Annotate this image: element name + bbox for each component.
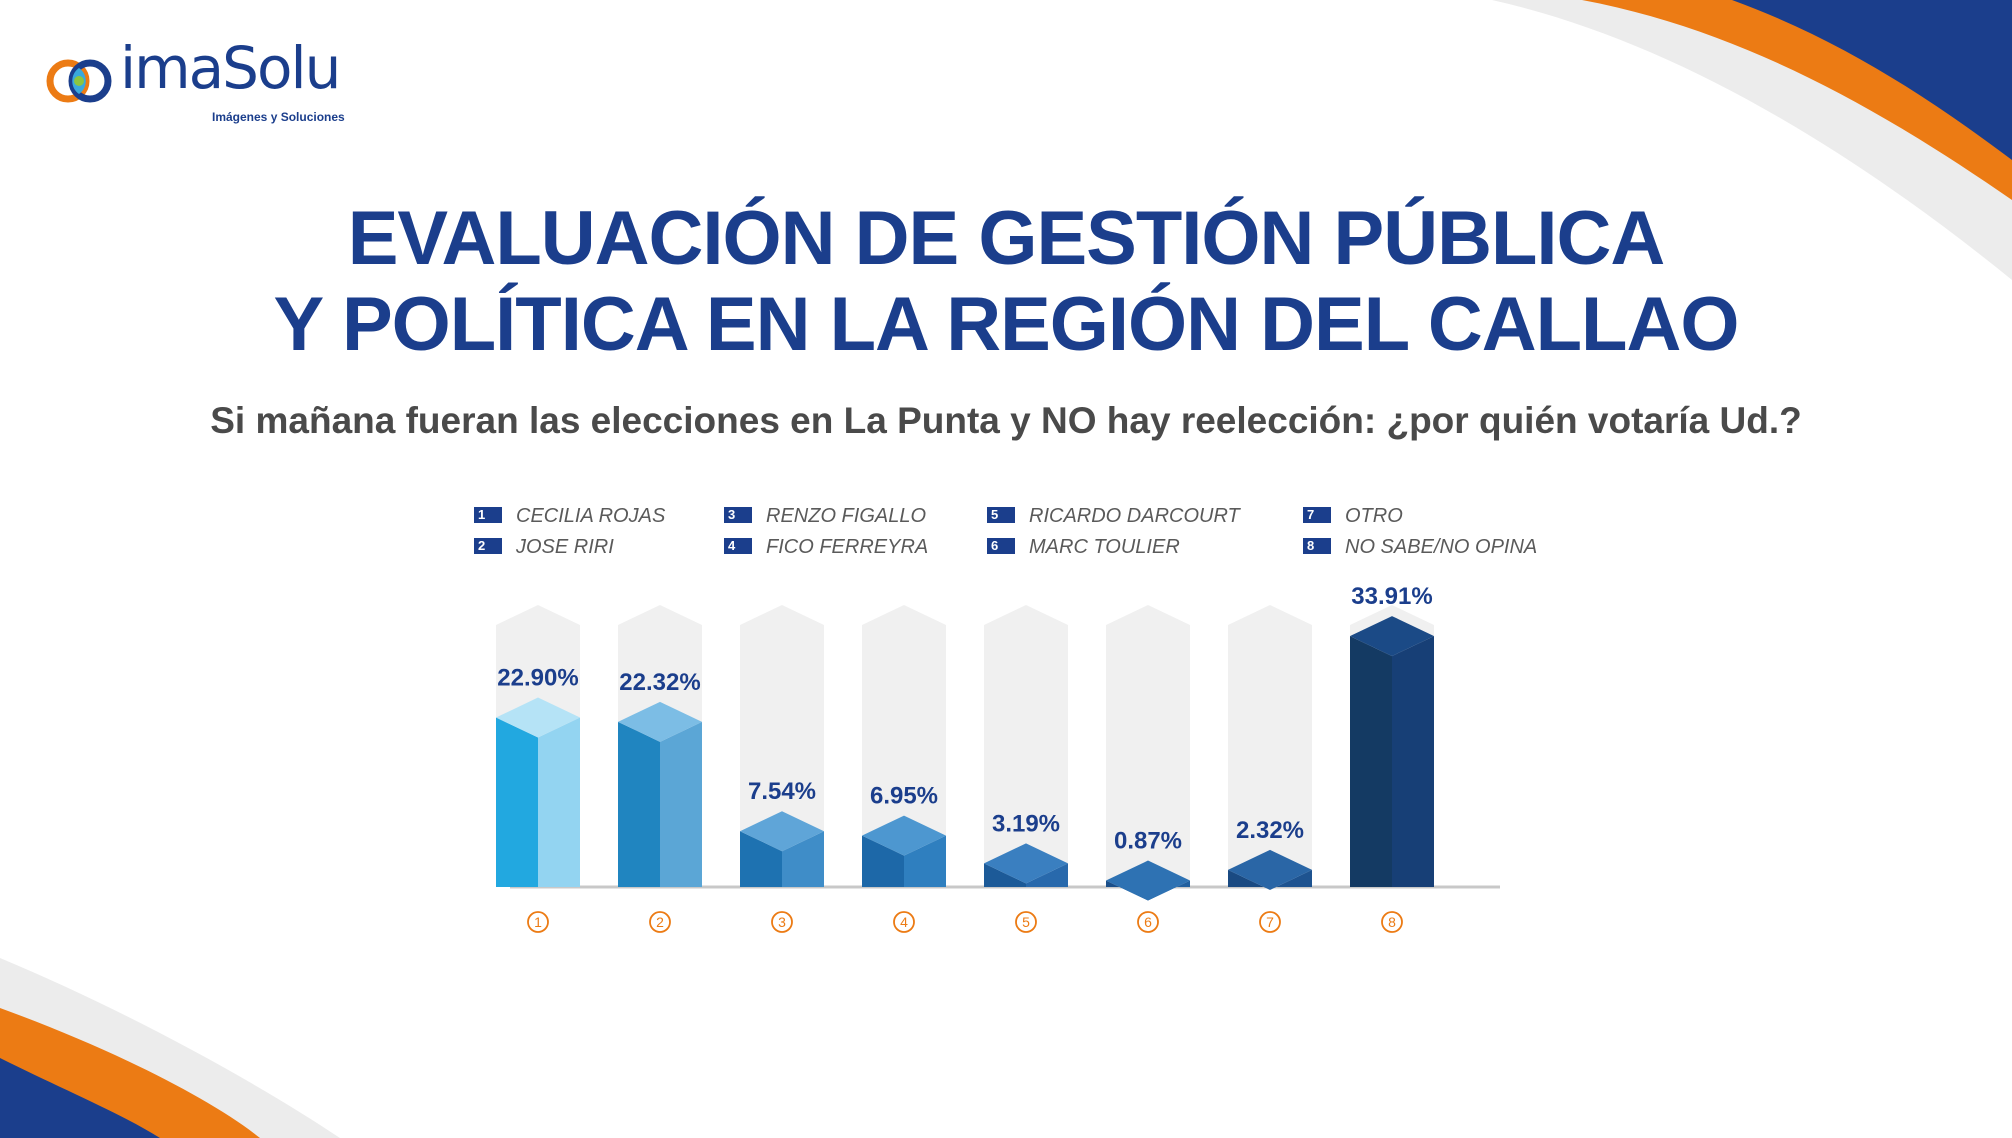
legend-number: 4	[724, 538, 752, 554]
survey-question: Si mañana fueran las elecciones en La Pu…	[210, 400, 1802, 441]
bar-side-face	[538, 717, 580, 887]
bar-front-face	[496, 717, 538, 887]
legend-label: FICO FERREYRA	[766, 536, 929, 558]
category-number-label: 1	[534, 914, 542, 930]
bar-front-face	[618, 721, 660, 887]
bar-value-label: 0.87%	[1114, 828, 1182, 855]
legend-number: 3	[724, 507, 752, 523]
bar-top-face	[1228, 849, 1312, 890]
category-number-label: 3	[778, 914, 786, 930]
brand-name: imaSolu	[120, 34, 341, 102]
legend-number: 8	[1303, 538, 1331, 554]
category-number-label: 6	[1144, 914, 1152, 930]
category-number-circle	[893, 911, 915, 933]
bar-value-label: 6.95%	[870, 783, 938, 810]
bar-side-face	[782, 831, 824, 887]
category-number-circle	[1137, 911, 1159, 933]
legend-label: JOSE RIRI	[516, 536, 614, 558]
bar-front-face	[740, 831, 782, 887]
category-number-label: 5	[1022, 914, 1030, 930]
bar-top-face	[862, 815, 946, 856]
bar-value-label: 3.19%	[992, 810, 1060, 837]
logo-icon	[46, 59, 112, 103]
category-number-label: 2	[656, 914, 664, 930]
legend-label: RICARDO DARCOURT	[1029, 505, 1240, 527]
category-number-circle	[1015, 911, 1037, 933]
legend-number: 5	[987, 507, 1015, 523]
legend-label: OTRO	[1345, 505, 1403, 527]
legend-label: NO SABE/NO OPINA	[1345, 536, 1538, 558]
bar-side-face	[904, 835, 946, 887]
bar-track	[1228, 605, 1312, 887]
category-number-label: 7	[1266, 914, 1274, 930]
bar-track	[1106, 605, 1190, 887]
bar-front-face	[1350, 636, 1392, 887]
category-number-circle	[771, 911, 793, 933]
bar-value-label: 22.32%	[619, 669, 700, 696]
bar-value-label: 7.54%	[748, 778, 816, 805]
bar-side-face	[660, 721, 702, 887]
category-number-label: 4	[900, 914, 908, 930]
category-number-circle	[527, 911, 549, 933]
page-title-line-1: EVALUACIÓN DE GESTIÓN PÚBLICA	[347, 196, 1666, 281]
category-number-circle	[649, 911, 671, 933]
category-number-label: 8	[1388, 914, 1396, 930]
bar-front-face	[862, 835, 904, 887]
bar-top-face	[1350, 616, 1434, 657]
legend-number: 7	[1303, 507, 1331, 523]
corner-decoration-bottom-left	[0, 958, 340, 1138]
bar-track	[984, 605, 1068, 887]
bar-front-face	[984, 863, 1026, 887]
legend-label: CECILIA ROJAS	[516, 505, 666, 527]
bar-top-face	[1106, 860, 1190, 901]
legend-label: RENZO FIGALLO	[766, 505, 927, 527]
legend-number: 6	[987, 538, 1015, 554]
bar-value-label: 22.90%	[497, 665, 578, 692]
bar-top-face	[984, 843, 1068, 884]
bar-top-face	[740, 811, 824, 852]
category-number-circle	[1259, 911, 1281, 933]
brand-logo: imaSolu Imágenes y Soluciones	[44, 34, 364, 130]
bar-top-face	[618, 701, 702, 742]
bar-value-label: 2.32%	[1236, 817, 1304, 844]
bar-side-face	[1392, 636, 1434, 887]
legend-number: 2	[474, 538, 502, 554]
bar-side-face	[1026, 863, 1068, 887]
brand-tagline: Imágenes y Soluciones	[212, 110, 345, 124]
bar-track	[740, 605, 824, 887]
bar-track	[862, 605, 946, 887]
corner-decoration-top-right	[1492, 0, 2012, 280]
category-number-circle	[1381, 911, 1403, 933]
page-title-line-2: Y POLÍTICA EN LA REGIÓN DEL CALLAO	[273, 282, 1740, 367]
legend-label: MARC TOULIER	[1029, 536, 1180, 558]
bar-top-face	[496, 697, 580, 738]
legend-number: 1	[474, 507, 502, 523]
bar-value-label: 33.91%	[1351, 583, 1432, 610]
